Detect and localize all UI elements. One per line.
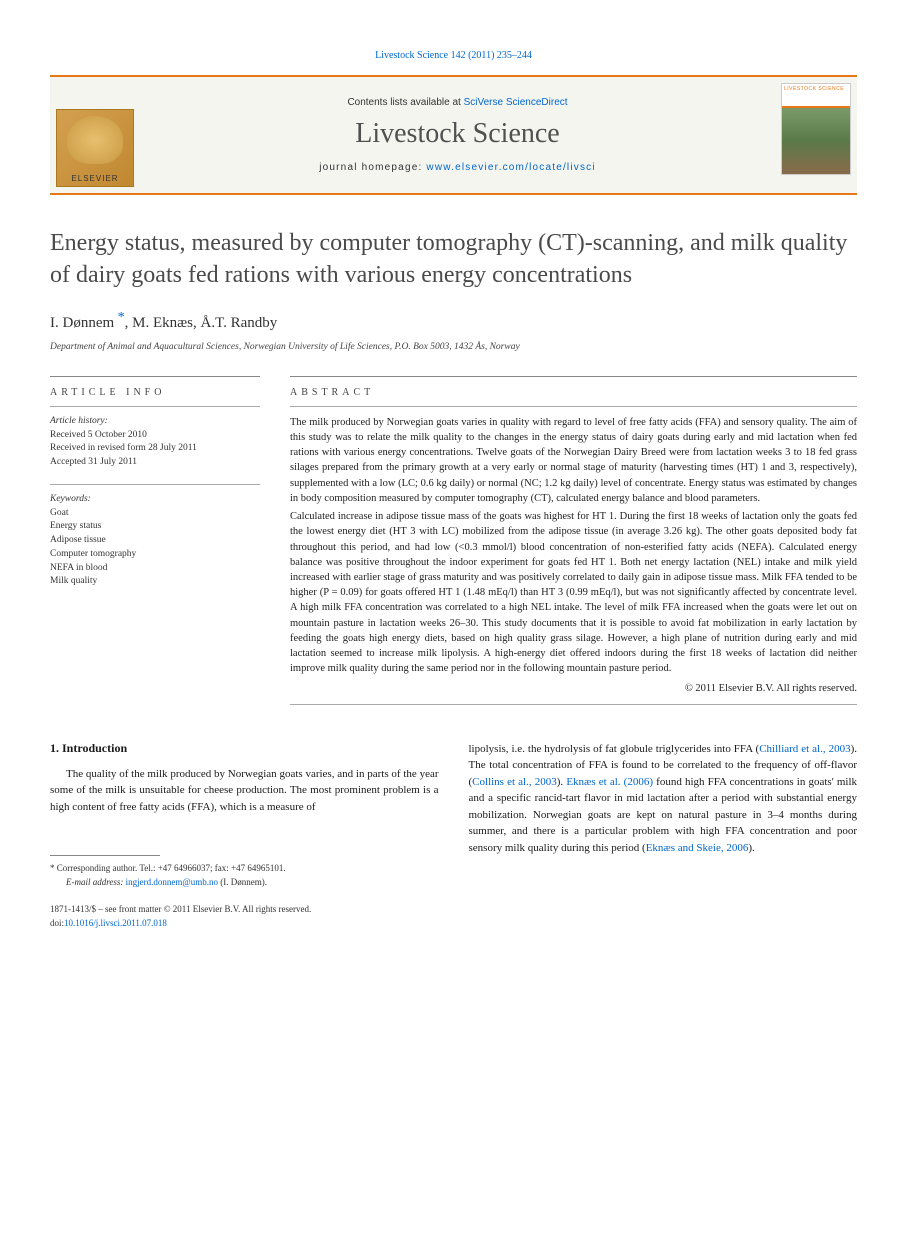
received-date: Received 5 October 2010 bbox=[50, 429, 260, 443]
article-info-body: Article history: Received 5 October 2010… bbox=[50, 407, 260, 589]
article-info-column: ARTICLE INFO Article history: Received 5… bbox=[50, 376, 260, 705]
keyword: Adipose tissue bbox=[50, 534, 260, 548]
accepted-date: Accepted 31 July 2011 bbox=[50, 456, 260, 470]
t: ). bbox=[748, 842, 754, 854]
email-link[interactable]: ingjerd.donnem@umb.no bbox=[126, 877, 218, 887]
footnote-separator bbox=[50, 855, 160, 856]
cover-image-placeholder bbox=[782, 108, 850, 174]
email-suffix: (I. Dønnem). bbox=[218, 877, 267, 887]
author-list: I. Dønnem *, M. Eknæs, Å.T. Randby bbox=[50, 310, 857, 332]
corresponding-author-footnote: * Corresponding author. Tel.: +47 649660… bbox=[50, 862, 439, 889]
doi-link[interactable]: 10.1016/j.livsci.2011.07.018 bbox=[64, 918, 167, 928]
corr-author-line: * Corresponding author. Tel.: +47 649660… bbox=[50, 862, 439, 876]
body-two-column: 1. Introduction The quality of the milk … bbox=[50, 741, 857, 931]
body-left-column: 1. Introduction The quality of the milk … bbox=[50, 741, 439, 931]
keyword: NEFA in blood bbox=[50, 562, 260, 576]
keywords-group: Keywords: Goat Energy status Adipose tis… bbox=[50, 485, 260, 589]
banner-center: Contents lists available at SciVerse Sci… bbox=[140, 77, 775, 193]
citation-link[interactable]: Eknæs et al. (2006) bbox=[566, 776, 653, 788]
abstract-heading: ABSTRACT bbox=[290, 377, 857, 406]
front-matter-line: 1871-1413/$ – see front matter © 2011 El… bbox=[50, 903, 439, 917]
info-abstract-row: ARTICLE INFO Article history: Received 5… bbox=[50, 376, 857, 705]
elsevier-tree-logo: ELSEVIER bbox=[56, 109, 134, 187]
header-citation: Livestock Science 142 (2011) 235–244 bbox=[50, 50, 857, 61]
abstract-column: ABSTRACT The milk produced by Norwegian … bbox=[290, 376, 857, 705]
banner-right: LIVESTOCK SCIENCE bbox=[775, 77, 857, 193]
keyword: Computer tomography bbox=[50, 548, 260, 562]
doi-line: doi:10.1016/j.livsci.2011.07.018 bbox=[50, 917, 439, 931]
keywords-label: Keywords: bbox=[50, 493, 260, 507]
history-label: Article history: bbox=[50, 415, 260, 429]
article-history-group: Article history: Received 5 October 2010… bbox=[50, 407, 260, 470]
article-title: Energy status, measured by computer tomo… bbox=[50, 227, 857, 292]
author-names: I. Dønnem bbox=[50, 315, 114, 331]
contents-prefix: Contents lists available at bbox=[347, 97, 463, 108]
journal-cover-thumbnail: LIVESTOCK SCIENCE bbox=[781, 83, 851, 175]
banner-left: ELSEVIER bbox=[50, 77, 140, 193]
citation-link[interactable]: Chilliard et al., 2003 bbox=[759, 743, 850, 755]
abstract-body: The milk produced by Norwegian goats var… bbox=[290, 407, 857, 696]
homepage-prefix: journal homepage: bbox=[319, 162, 426, 173]
sciencedirect-link[interactable]: SciVerse ScienceDirect bbox=[464, 97, 568, 108]
article-info-heading: ARTICLE INFO bbox=[50, 377, 260, 406]
abstract-paragraph-2: Calculated increase in adipose tissue ma… bbox=[290, 509, 857, 676]
keyword: Goat bbox=[50, 507, 260, 521]
corresponding-asterisk: * bbox=[114, 310, 125, 325]
body-right-column: lipolysis, i.e. the hydrolysis of fat gl… bbox=[469, 741, 858, 931]
citation-link[interactable]: Collins et al., 2003 bbox=[472, 776, 557, 788]
email-line: E-mail address: ingjerd.donnem@umb.no (I… bbox=[50, 876, 439, 890]
citation-link[interactable]: Eknæs and Skeie, 2006 bbox=[646, 842, 749, 854]
journal-homepage-link[interactable]: www.elsevier.com/locate/livsci bbox=[426, 162, 595, 173]
intro-text-right: lipolysis, i.e. the hydrolysis of fat gl… bbox=[469, 741, 858, 857]
doi-prefix: doi: bbox=[50, 918, 64, 928]
page-container: Livestock Science 142 (2011) 235–244 ELS… bbox=[0, 0, 907, 970]
elsevier-label: ELSEVIER bbox=[71, 174, 118, 186]
divider bbox=[290, 704, 857, 705]
journal-banner: ELSEVIER Contents lists available at Sci… bbox=[50, 75, 857, 195]
revised-date: Received in revised form 28 July 2011 bbox=[50, 442, 260, 456]
copyright-line: © 2011 Elsevier B.V. All rights reserved… bbox=[290, 681, 857, 696]
t: ). bbox=[557, 776, 567, 788]
email-label: E-mail address: bbox=[66, 877, 126, 887]
keyword: Milk quality bbox=[50, 575, 260, 589]
t: lipolysis, i.e. the hydrolysis of fat gl… bbox=[469, 743, 760, 755]
author-names-rest: , M. Eknæs, Å.T. Randby bbox=[125, 315, 278, 331]
journal-homepage-line: journal homepage: www.elsevier.com/locat… bbox=[319, 162, 596, 173]
keyword: Energy status bbox=[50, 520, 260, 534]
abstract-paragraph-1: The milk produced by Norwegian goats var… bbox=[290, 415, 857, 506]
cover-title-text: LIVESTOCK SCIENCE bbox=[782, 84, 850, 108]
introduction-heading: 1. Introduction bbox=[50, 741, 439, 756]
intro-text-left: The quality of the milk produced by Norw… bbox=[50, 766, 439, 816]
contents-available-line: Contents lists available at SciVerse Sci… bbox=[347, 97, 567, 108]
journal-name: Livestock Science bbox=[355, 118, 559, 150]
affiliation: Department of Animal and Aquacultural Sc… bbox=[50, 342, 857, 352]
doi-block: 1871-1413/$ – see front matter © 2011 El… bbox=[50, 903, 439, 930]
